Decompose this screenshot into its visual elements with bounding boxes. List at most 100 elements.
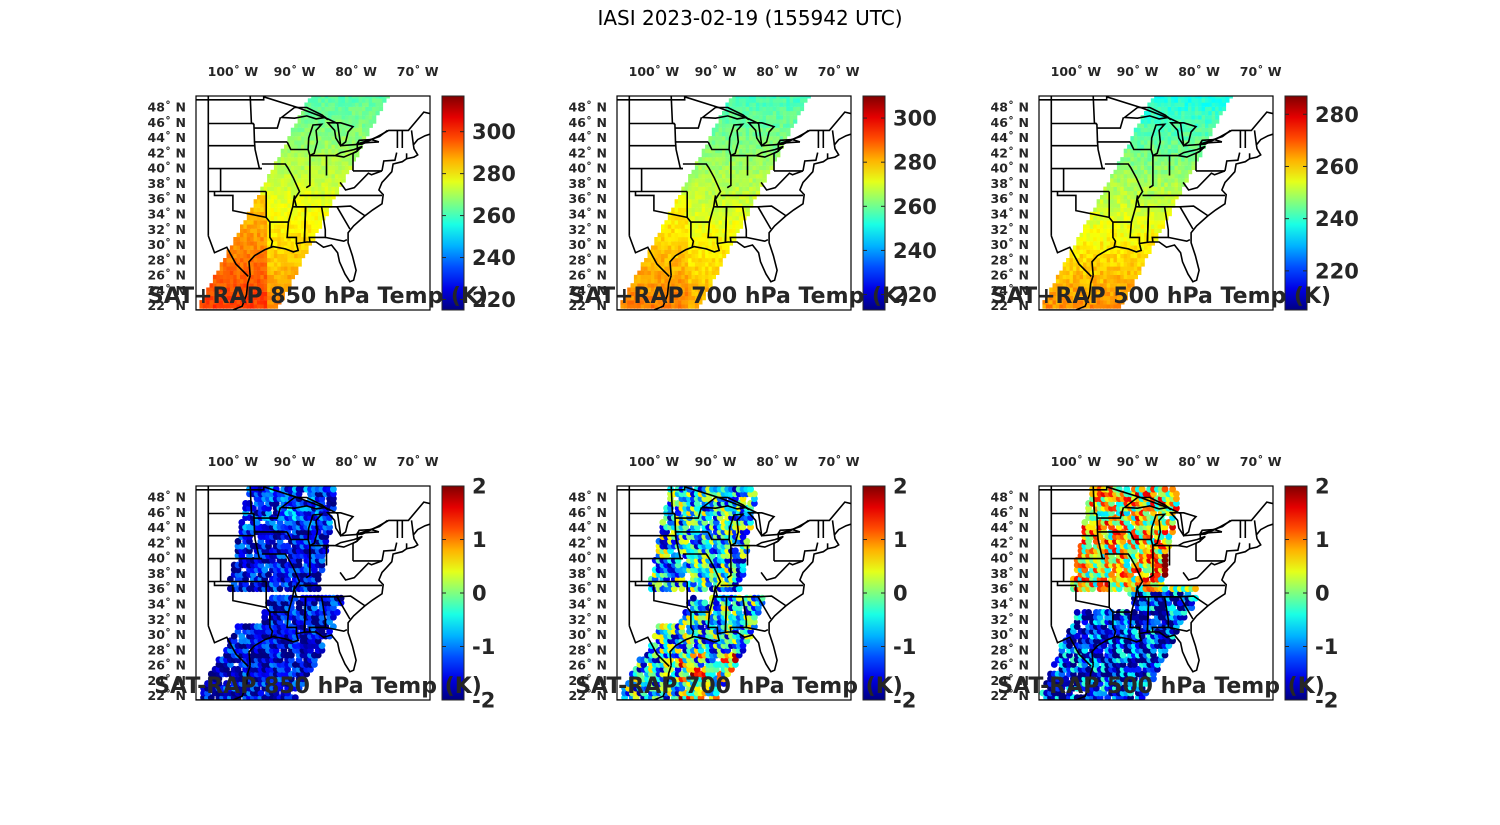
data-cell: [365, 106, 370, 112]
data-cell: [1198, 98, 1203, 103]
data-cell: [1052, 287, 1057, 292]
data-cell: [1130, 199, 1135, 204]
data-cell: [688, 207, 693, 212]
data-cell: [738, 174, 744, 179]
data-cell: [1113, 266, 1118, 271]
data-cell: [718, 119, 723, 124]
data-cell: [738, 102, 744, 107]
data-cell: [1130, 274, 1135, 280]
data-cell: [1171, 190, 1176, 196]
data-cell: [725, 140, 730, 145]
data-cell: [1106, 186, 1111, 191]
colorbar-tick-label: 240: [472, 246, 516, 270]
data-cell: [284, 245, 289, 250]
data-cell: [1066, 283, 1071, 288]
data-cell: [257, 207, 262, 212]
data-cell: [705, 245, 710, 250]
data-cell: [674, 207, 679, 212]
data-cell: [1130, 140, 1135, 145]
data-cell: [1079, 245, 1084, 250]
data-cell: [711, 237, 716, 242]
data-cell: [273, 287, 279, 292]
data-cell: [722, 237, 727, 242]
data-cell: [1137, 140, 1142, 145]
data-cell: [331, 96, 336, 99]
data-cell: [766, 119, 771, 124]
data-cell: [772, 127, 777, 133]
data-cell: [277, 186, 282, 191]
data-cell: [290, 190, 295, 196]
data-cell: [304, 106, 309, 112]
data-cell: [749, 110, 754, 116]
data-cell: [263, 237, 268, 242]
data-cell: [755, 110, 761, 116]
data-cell: [321, 102, 326, 107]
data-cell: [233, 300, 238, 305]
data-cell: [640, 266, 645, 271]
data-cell: [755, 157, 761, 162]
data-cell: [1127, 161, 1132, 166]
data-cell: [752, 115, 757, 120]
data-cell: [684, 186, 689, 191]
data-cell: [1177, 161, 1183, 166]
data-cell: [718, 190, 723, 196]
data-cell: [270, 186, 275, 191]
data-cell: [1079, 283, 1084, 288]
data-cell: [246, 216, 251, 221]
data-cell: [759, 169, 764, 175]
data-cell: [667, 295, 672, 301]
data-cell: [698, 237, 703, 242]
data-cell: [1150, 186, 1155, 191]
data-cell: [1103, 253, 1108, 259]
data-cell: [263, 241, 268, 246]
data-dot: [318, 628, 326, 635]
data-cell: [1177, 174, 1183, 179]
data-cell: [345, 169, 350, 175]
data-cell: [718, 237, 723, 242]
data-cell: [1130, 157, 1135, 162]
data-cell: [314, 182, 319, 187]
data-cell: [1062, 262, 1067, 267]
data-cell: [637, 300, 642, 305]
data-cell: [243, 300, 248, 305]
data-cell: [311, 186, 316, 191]
data-cell: [1116, 249, 1122, 254]
data-cell: [806, 96, 811, 99]
data-cell: [752, 131, 757, 137]
data-cell: [698, 224, 703, 229]
data-cell: [1127, 232, 1132, 238]
data-cell: [725, 207, 730, 212]
data-cell: [728, 136, 733, 141]
data-cell: [671, 291, 676, 297]
data-cell: [759, 174, 764, 179]
data-dot: [265, 509, 272, 517]
data-cell: [722, 232, 727, 238]
data-cell: [328, 115, 333, 120]
data-cell: [1089, 274, 1094, 280]
data-cell: [698, 195, 703, 200]
data-cell: [1205, 123, 1210, 128]
data-cell: [701, 279, 706, 284]
data-cell: [1167, 190, 1172, 196]
data-cell: [718, 216, 723, 221]
data-cell: [762, 165, 767, 170]
data-cell: [284, 287, 289, 292]
data-cell: [1106, 249, 1111, 254]
state-border: [249, 96, 262, 170]
data-cell: [206, 304, 211, 309]
data-cell: [711, 224, 716, 229]
data-dot: [311, 656, 318, 664]
data-cell: [223, 291, 228, 297]
data-cell: [270, 274, 275, 280]
state-border: [303, 206, 307, 243]
data-cell: [1096, 287, 1101, 292]
state-border: [686, 191, 695, 248]
data-cell: [219, 262, 224, 267]
data-cell: [1069, 295, 1074, 301]
data-cell: [647, 287, 652, 292]
data-cell: [1096, 295, 1101, 301]
data-cell: [1167, 96, 1172, 99]
data-cell: [1188, 98, 1193, 103]
data-cell: [715, 136, 720, 141]
data-cell: [307, 186, 312, 191]
